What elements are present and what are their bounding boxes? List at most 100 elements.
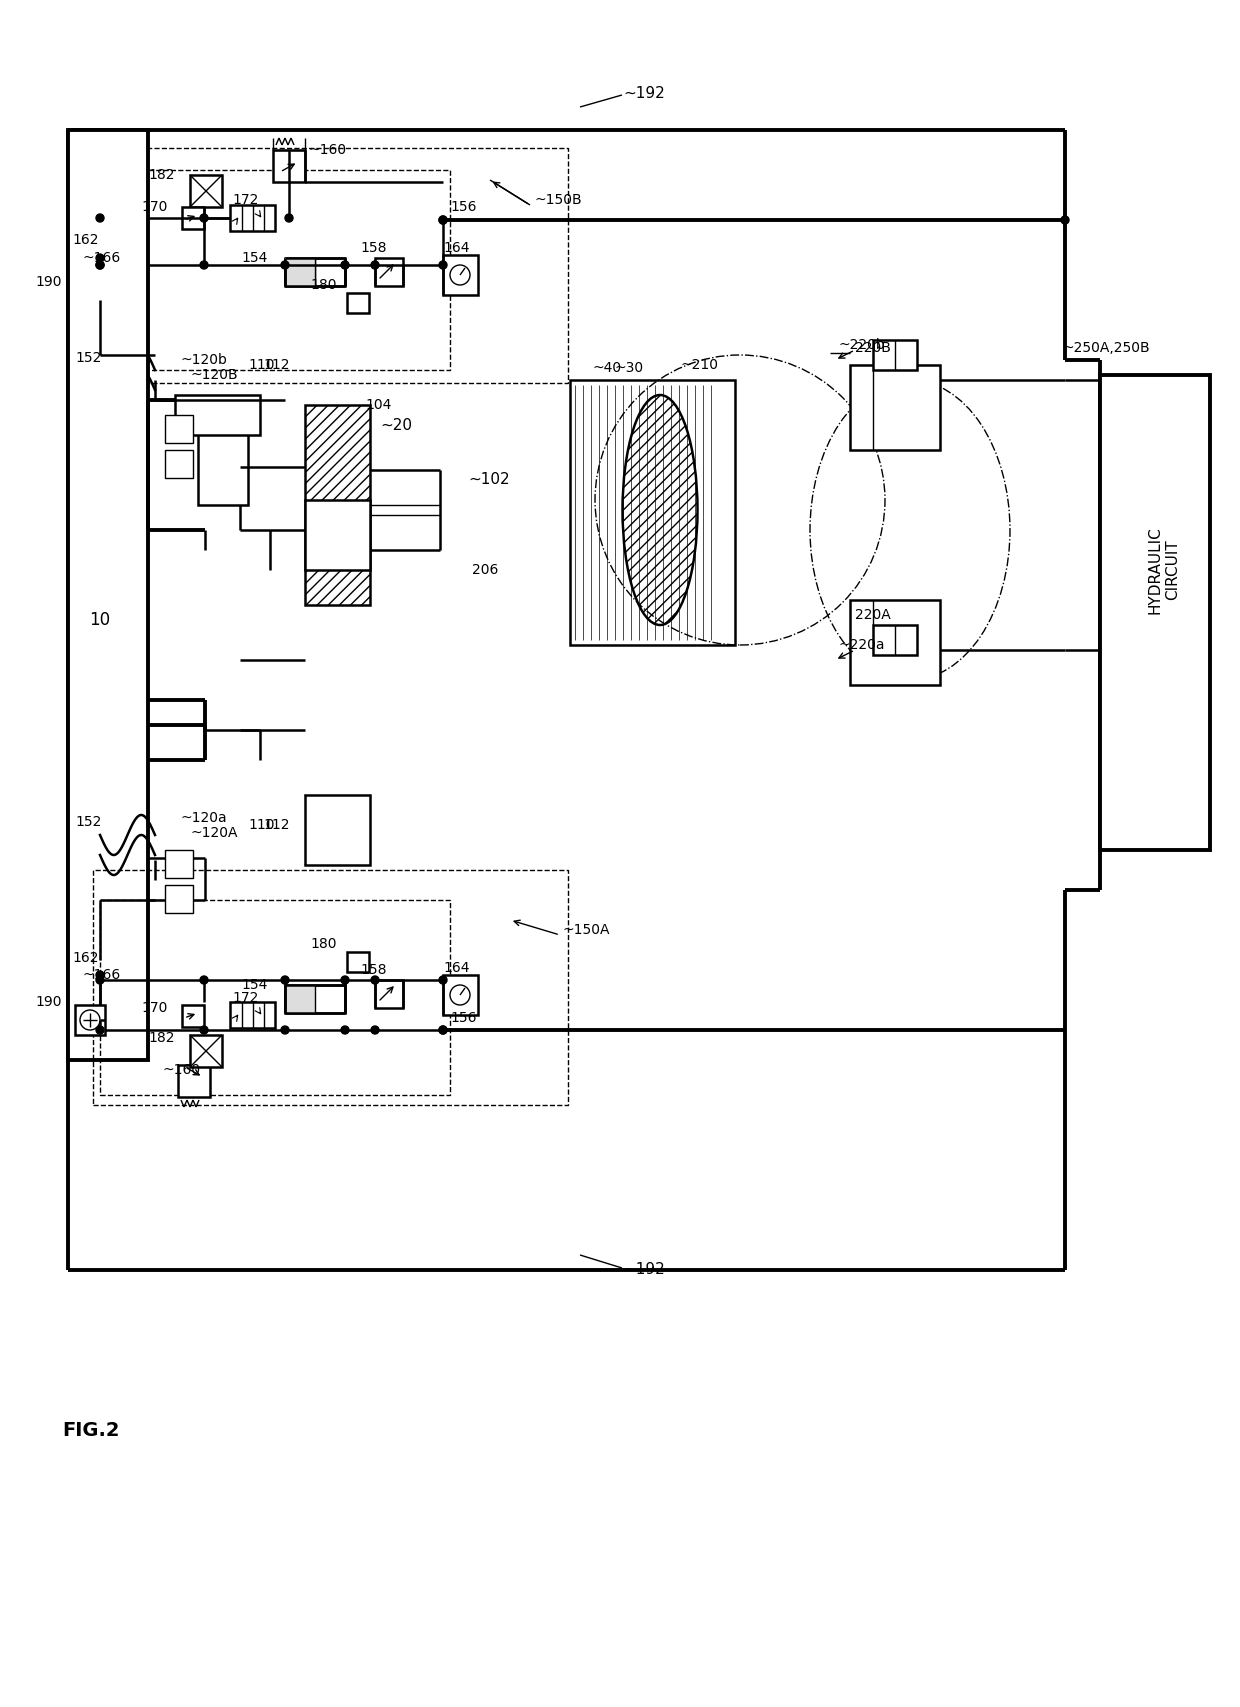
Text: ~166: ~166 bbox=[83, 968, 122, 982]
Bar bbox=[93, 149, 568, 382]
Circle shape bbox=[371, 976, 379, 983]
Bar bbox=[182, 207, 205, 229]
Bar bbox=[873, 340, 918, 370]
Text: 112: 112 bbox=[263, 358, 289, 372]
Text: ~160: ~160 bbox=[308, 143, 346, 157]
Bar bbox=[179, 1065, 210, 1098]
Circle shape bbox=[450, 265, 470, 285]
Bar bbox=[347, 953, 370, 971]
Circle shape bbox=[81, 290, 100, 311]
Text: ~192: ~192 bbox=[622, 85, 665, 101]
Text: 190: 190 bbox=[36, 275, 62, 288]
Bar bbox=[165, 415, 193, 444]
Text: 206: 206 bbox=[472, 563, 498, 577]
Bar bbox=[190, 176, 222, 207]
Text: 154: 154 bbox=[242, 251, 268, 265]
Text: ~160: ~160 bbox=[162, 1063, 201, 1077]
Bar bbox=[182, 1005, 205, 1028]
Bar bbox=[374, 258, 403, 287]
Text: ~40: ~40 bbox=[593, 360, 622, 376]
Circle shape bbox=[281, 261, 289, 270]
Text: 170: 170 bbox=[141, 200, 167, 213]
Bar bbox=[374, 980, 403, 1009]
Circle shape bbox=[200, 261, 208, 270]
Text: 190: 190 bbox=[36, 995, 62, 1009]
Text: 182: 182 bbox=[149, 1031, 175, 1045]
Circle shape bbox=[281, 1026, 289, 1034]
Text: ~166: ~166 bbox=[83, 251, 122, 265]
Text: 154: 154 bbox=[242, 978, 268, 992]
Circle shape bbox=[341, 261, 348, 270]
Text: ~220b: ~220b bbox=[838, 338, 885, 352]
Bar bbox=[68, 130, 148, 1060]
Bar bbox=[443, 254, 477, 295]
Text: ~30: ~30 bbox=[615, 360, 644, 376]
Bar bbox=[347, 294, 370, 312]
Text: 162: 162 bbox=[72, 232, 98, 248]
Bar bbox=[175, 394, 260, 435]
Text: 104: 104 bbox=[365, 398, 392, 411]
Text: 110: 110 bbox=[248, 818, 274, 831]
Text: 158: 158 bbox=[360, 963, 387, 976]
Bar bbox=[285, 985, 315, 1012]
Circle shape bbox=[439, 1026, 446, 1034]
Circle shape bbox=[95, 213, 104, 222]
Circle shape bbox=[81, 1011, 100, 1029]
Text: 170: 170 bbox=[141, 1000, 167, 1016]
Bar bbox=[165, 850, 193, 877]
Bar bbox=[285, 258, 345, 287]
Text: 156: 156 bbox=[450, 1011, 476, 1024]
Bar bbox=[198, 430, 248, 505]
Bar bbox=[570, 381, 735, 645]
Text: ~150A: ~150A bbox=[562, 923, 610, 937]
Bar bbox=[849, 365, 940, 451]
Text: 162: 162 bbox=[72, 951, 98, 964]
Text: 172: 172 bbox=[232, 992, 258, 1005]
Circle shape bbox=[285, 213, 293, 222]
Circle shape bbox=[95, 261, 104, 270]
Bar bbox=[229, 205, 275, 230]
Text: 110: 110 bbox=[248, 358, 274, 372]
Bar bbox=[190, 1034, 222, 1067]
Bar bbox=[285, 258, 315, 287]
Bar bbox=[165, 884, 193, 913]
Circle shape bbox=[450, 985, 470, 1005]
Bar bbox=[100, 900, 450, 1094]
Text: 156: 156 bbox=[450, 200, 476, 213]
Circle shape bbox=[200, 976, 208, 983]
Text: 10: 10 bbox=[89, 611, 110, 628]
Text: ~120B: ~120B bbox=[190, 369, 238, 382]
Bar bbox=[285, 985, 345, 1012]
Bar bbox=[305, 795, 370, 865]
Text: FIG.2: FIG.2 bbox=[62, 1420, 119, 1439]
Text: CIRCUIT: CIRCUIT bbox=[1166, 539, 1180, 601]
Text: ~250A,250B: ~250A,250B bbox=[1061, 341, 1149, 355]
Circle shape bbox=[439, 1026, 446, 1034]
Bar bbox=[1100, 376, 1210, 850]
Circle shape bbox=[439, 261, 446, 270]
Text: 172: 172 bbox=[232, 193, 258, 207]
Text: ~120b: ~120b bbox=[180, 353, 227, 367]
Circle shape bbox=[439, 217, 446, 224]
Bar bbox=[443, 975, 477, 1016]
Text: 152: 152 bbox=[74, 352, 102, 365]
Bar bbox=[873, 625, 918, 655]
Text: 182: 182 bbox=[149, 167, 175, 183]
Circle shape bbox=[371, 1026, 379, 1034]
Bar bbox=[74, 1005, 105, 1034]
Text: 220B: 220B bbox=[856, 341, 890, 355]
Bar bbox=[273, 150, 305, 183]
Text: 164: 164 bbox=[443, 241, 470, 254]
Bar bbox=[229, 1002, 275, 1028]
Bar bbox=[93, 871, 568, 1104]
Circle shape bbox=[200, 213, 208, 222]
Circle shape bbox=[95, 1026, 104, 1034]
Text: ~120A: ~120A bbox=[190, 826, 238, 840]
Circle shape bbox=[1061, 217, 1069, 224]
Text: ~210: ~210 bbox=[680, 358, 718, 372]
Text: ~102: ~102 bbox=[467, 473, 510, 488]
Circle shape bbox=[439, 217, 446, 224]
Bar bbox=[849, 599, 940, 685]
Circle shape bbox=[281, 976, 289, 983]
Text: 158: 158 bbox=[360, 241, 387, 254]
